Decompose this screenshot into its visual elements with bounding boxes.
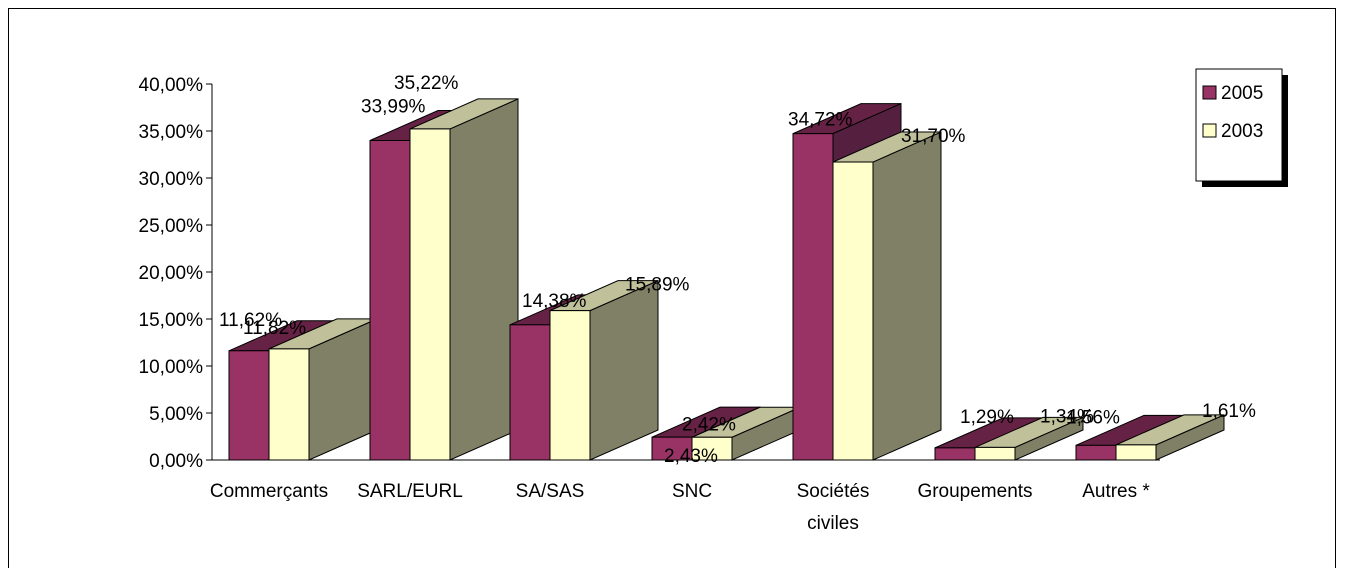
legend-swatch-2005 — [1202, 85, 1217, 100]
bar-2005-4 — [792, 133, 834, 461]
y-tick-label: 5,00% — [149, 404, 203, 425]
x-category-label: SA/SAS — [516, 481, 585, 502]
data-label-2005: 14,38% — [522, 291, 587, 312]
x-category-label: civiles — [807, 513, 859, 534]
y-tick-label: 35,00% — [139, 122, 204, 143]
data-label-2003: 31,70% — [901, 126, 966, 147]
bar-side-2003 — [589, 279, 659, 461]
bar-2003-2 — [549, 310, 591, 461]
bar-side-2003 — [872, 131, 942, 461]
y-tick-label: 40,00% — [139, 75, 204, 96]
y-tick-label: 20,00% — [139, 263, 204, 284]
data-label-2005: 34,72% — [788, 110, 853, 131]
data-label-2005: 33,99% — [361, 96, 426, 117]
bar-2005-1 — [369, 139, 411, 461]
data-label-2003: 1,34% — [1040, 406, 1094, 427]
data-label-2003: 2,42% — [682, 414, 736, 435]
x-category-label: SARL/EURL — [357, 481, 463, 502]
legend-label-2003: 2003 — [1221, 121, 1263, 142]
bar-2003-0 — [268, 348, 310, 461]
x-category-label: Commerçants — [210, 481, 328, 502]
legend-label-2005: 2005 — [1221, 83, 1263, 104]
chart-frame — [8, 8, 1336, 568]
bar-2003-6 — [1115, 444, 1157, 461]
y-tick-label: 25,00% — [139, 216, 204, 237]
legend-swatch-2003 — [1202, 123, 1217, 138]
bar-2005-5 — [934, 447, 976, 461]
y-tick-label: 0,00% — [149, 451, 203, 472]
bar-2005-0 — [228, 350, 270, 461]
y-tick-label: 10,00% — [139, 357, 204, 378]
bar-side-2003 — [449, 98, 519, 461]
data-label-2005: 1,56% — [1066, 407, 1120, 428]
legend: 2005 2003 — [1195, 68, 1288, 187]
data-label-2003: 11,82% — [243, 318, 306, 339]
data-label-2003: 15,89% — [625, 275, 690, 296]
bar-2003-5 — [974, 446, 1016, 461]
x-category-label: Autres * — [1082, 481, 1150, 502]
y-tick-label: 15,00% — [139, 310, 204, 331]
labels-layer: 11,62%11,82% Commerçants 33,99%35,22% SARL/… — [210, 73, 1256, 534]
x-category-label: Groupements — [917, 481, 1032, 502]
data-label-2003: 35,22% — [394, 73, 459, 94]
bar-2003-3 — [691, 436, 733, 461]
data-label-2005: 2,43% — [664, 446, 718, 467]
bars-layer — [228, 98, 1225, 461]
data-label-2005: 11,62% — [219, 310, 282, 331]
data-label-2005: 1,29% — [960, 407, 1014, 428]
data-label-2003: 1,61% — [1202, 401, 1256, 422]
x-category-label: Sociétés — [797, 481, 870, 502]
bar-2005-6 — [1075, 444, 1117, 461]
x-category-label: SNC — [672, 481, 712, 502]
bar-2003-1 — [409, 128, 451, 461]
bar-2005-2 — [509, 324, 551, 461]
y-tick-label: 30,00% — [139, 169, 204, 190]
bar-2003-4 — [832, 161, 874, 461]
